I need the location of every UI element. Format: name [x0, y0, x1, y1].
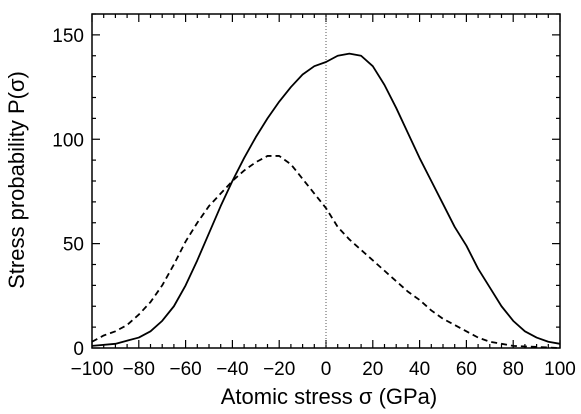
x-tick-label: −40 — [216, 359, 248, 380]
x-axis-title: Atomic stress σ (GPa) — [221, 384, 438, 409]
x-tick-label: 100 — [544, 359, 576, 380]
x-tick-label: −60 — [169, 359, 201, 380]
x-tick-label: −80 — [123, 359, 155, 380]
y-tick-label: 100 — [52, 130, 84, 151]
y-tick-label: 0 — [73, 339, 84, 360]
x-tick-label: 80 — [503, 359, 524, 380]
solid-series-line — [91, 52, 561, 347]
y-tick-label: 50 — [63, 235, 84, 256]
dashed-series-line — [91, 155, 561, 349]
x-tick-label: 20 — [362, 359, 383, 380]
y-tick-label: 150 — [52, 26, 84, 47]
x-tick-label: −100 — [71, 359, 114, 380]
y-axis-title: Stress probability P(σ) — [4, 71, 29, 289]
plot-frame — [91, 13, 561, 349]
x-tick-label: 40 — [409, 359, 430, 380]
x-tick-label: 60 — [456, 359, 477, 380]
x-tick-label: 0 — [321, 359, 332, 380]
x-tick-label: −20 — [263, 359, 295, 380]
